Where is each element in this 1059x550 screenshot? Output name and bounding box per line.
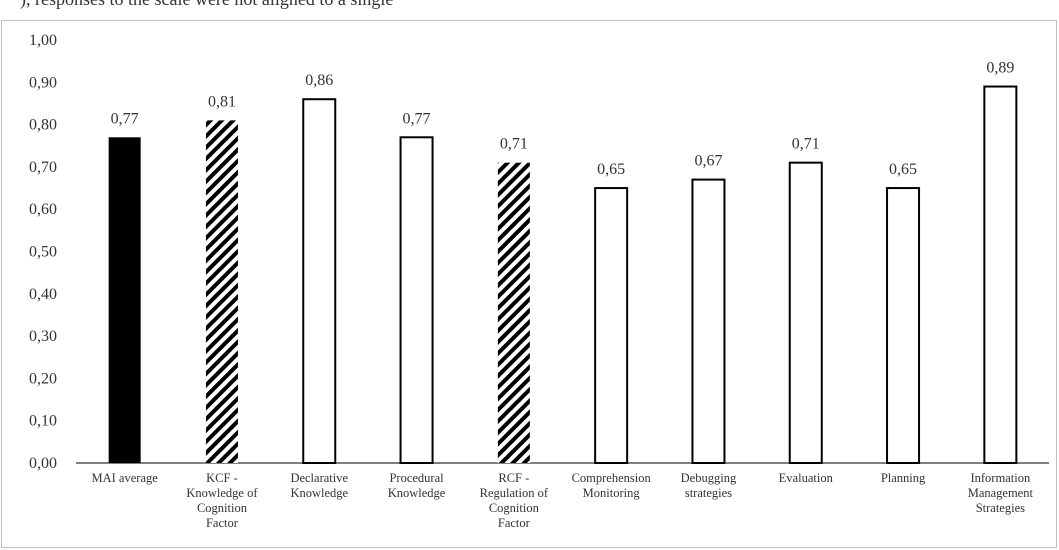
data-label: 0,89	[986, 60, 1014, 77]
x-tick-label: Planning	[881, 471, 926, 485]
bar	[497, 162, 530, 464]
x-tick-label: Information Management Strategies	[968, 471, 1034, 515]
x-tick-label: Debugging strategies	[681, 471, 737, 500]
x-tick-label: Evaluation	[779, 471, 834, 485]
bar	[205, 120, 238, 464]
bar	[788, 161, 823, 464]
data-label: 0,65	[597, 161, 625, 178]
y-tick-label: 1,00	[29, 32, 57, 49]
y-tick-label: 0,40	[29, 286, 57, 303]
data-label: 0,71	[500, 136, 528, 153]
x-tick-label: MAI average	[92, 471, 159, 485]
y-tick-label: 0,30	[29, 328, 57, 345]
bar	[399, 136, 434, 464]
y-tick-label: 0,90	[29, 74, 57, 91]
y-tick-label: 0,00	[29, 455, 57, 472]
y-tick-label: 0,60	[29, 201, 57, 218]
bar	[691, 178, 726, 464]
data-label: 0,71	[792, 136, 820, 153]
chart-area-border	[1, 20, 1057, 548]
data-label: 0,86	[305, 72, 333, 89]
x-tick-label: RCF -Regulation of Cognition Factor	[480, 471, 549, 530]
bar	[108, 137, 141, 464]
x-tick-label: Declarative Knowledge	[290, 471, 348, 500]
bar	[302, 98, 337, 464]
data-label: 0,77	[111, 110, 139, 127]
y-tick-label: 0,20	[29, 370, 57, 387]
data-label: 0,77	[403, 110, 431, 127]
caption-fragment: ), responses to the scale were not align…	[0, 0, 1059, 18]
caption-text: ), responses to the scale were not align…	[20, 0, 393, 10]
x-tick-label: Comprehension Monitoring	[572, 471, 652, 500]
axis-layer: 0,00 0,10 0,20 0,30 0,40 0,50 0,60 0,70 0,80 0,90…	[29, 32, 1049, 472]
x-tick-label: KCF -Knowledge of Cognition Factor	[186, 471, 258, 530]
y-tick-label: 0,70	[29, 159, 57, 176]
bar	[983, 85, 1018, 464]
data-label: 0,81	[208, 93, 236, 110]
y-tick-label: 0,80	[29, 117, 57, 134]
x-tick-label: Procedural Knowledge	[388, 471, 446, 500]
bar	[594, 187, 629, 465]
labels-layer: 0,77 MAI average 0,81 KCF -Knowledge of Cogn…	[92, 60, 1034, 530]
data-label: 0,67	[694, 153, 722, 170]
y-tick-label: 0,10	[29, 413, 57, 430]
bars-layer	[108, 85, 1018, 465]
y-tick-label: 0,50	[29, 244, 57, 261]
bar	[886, 187, 921, 465]
data-label: 0,65	[889, 161, 917, 178]
